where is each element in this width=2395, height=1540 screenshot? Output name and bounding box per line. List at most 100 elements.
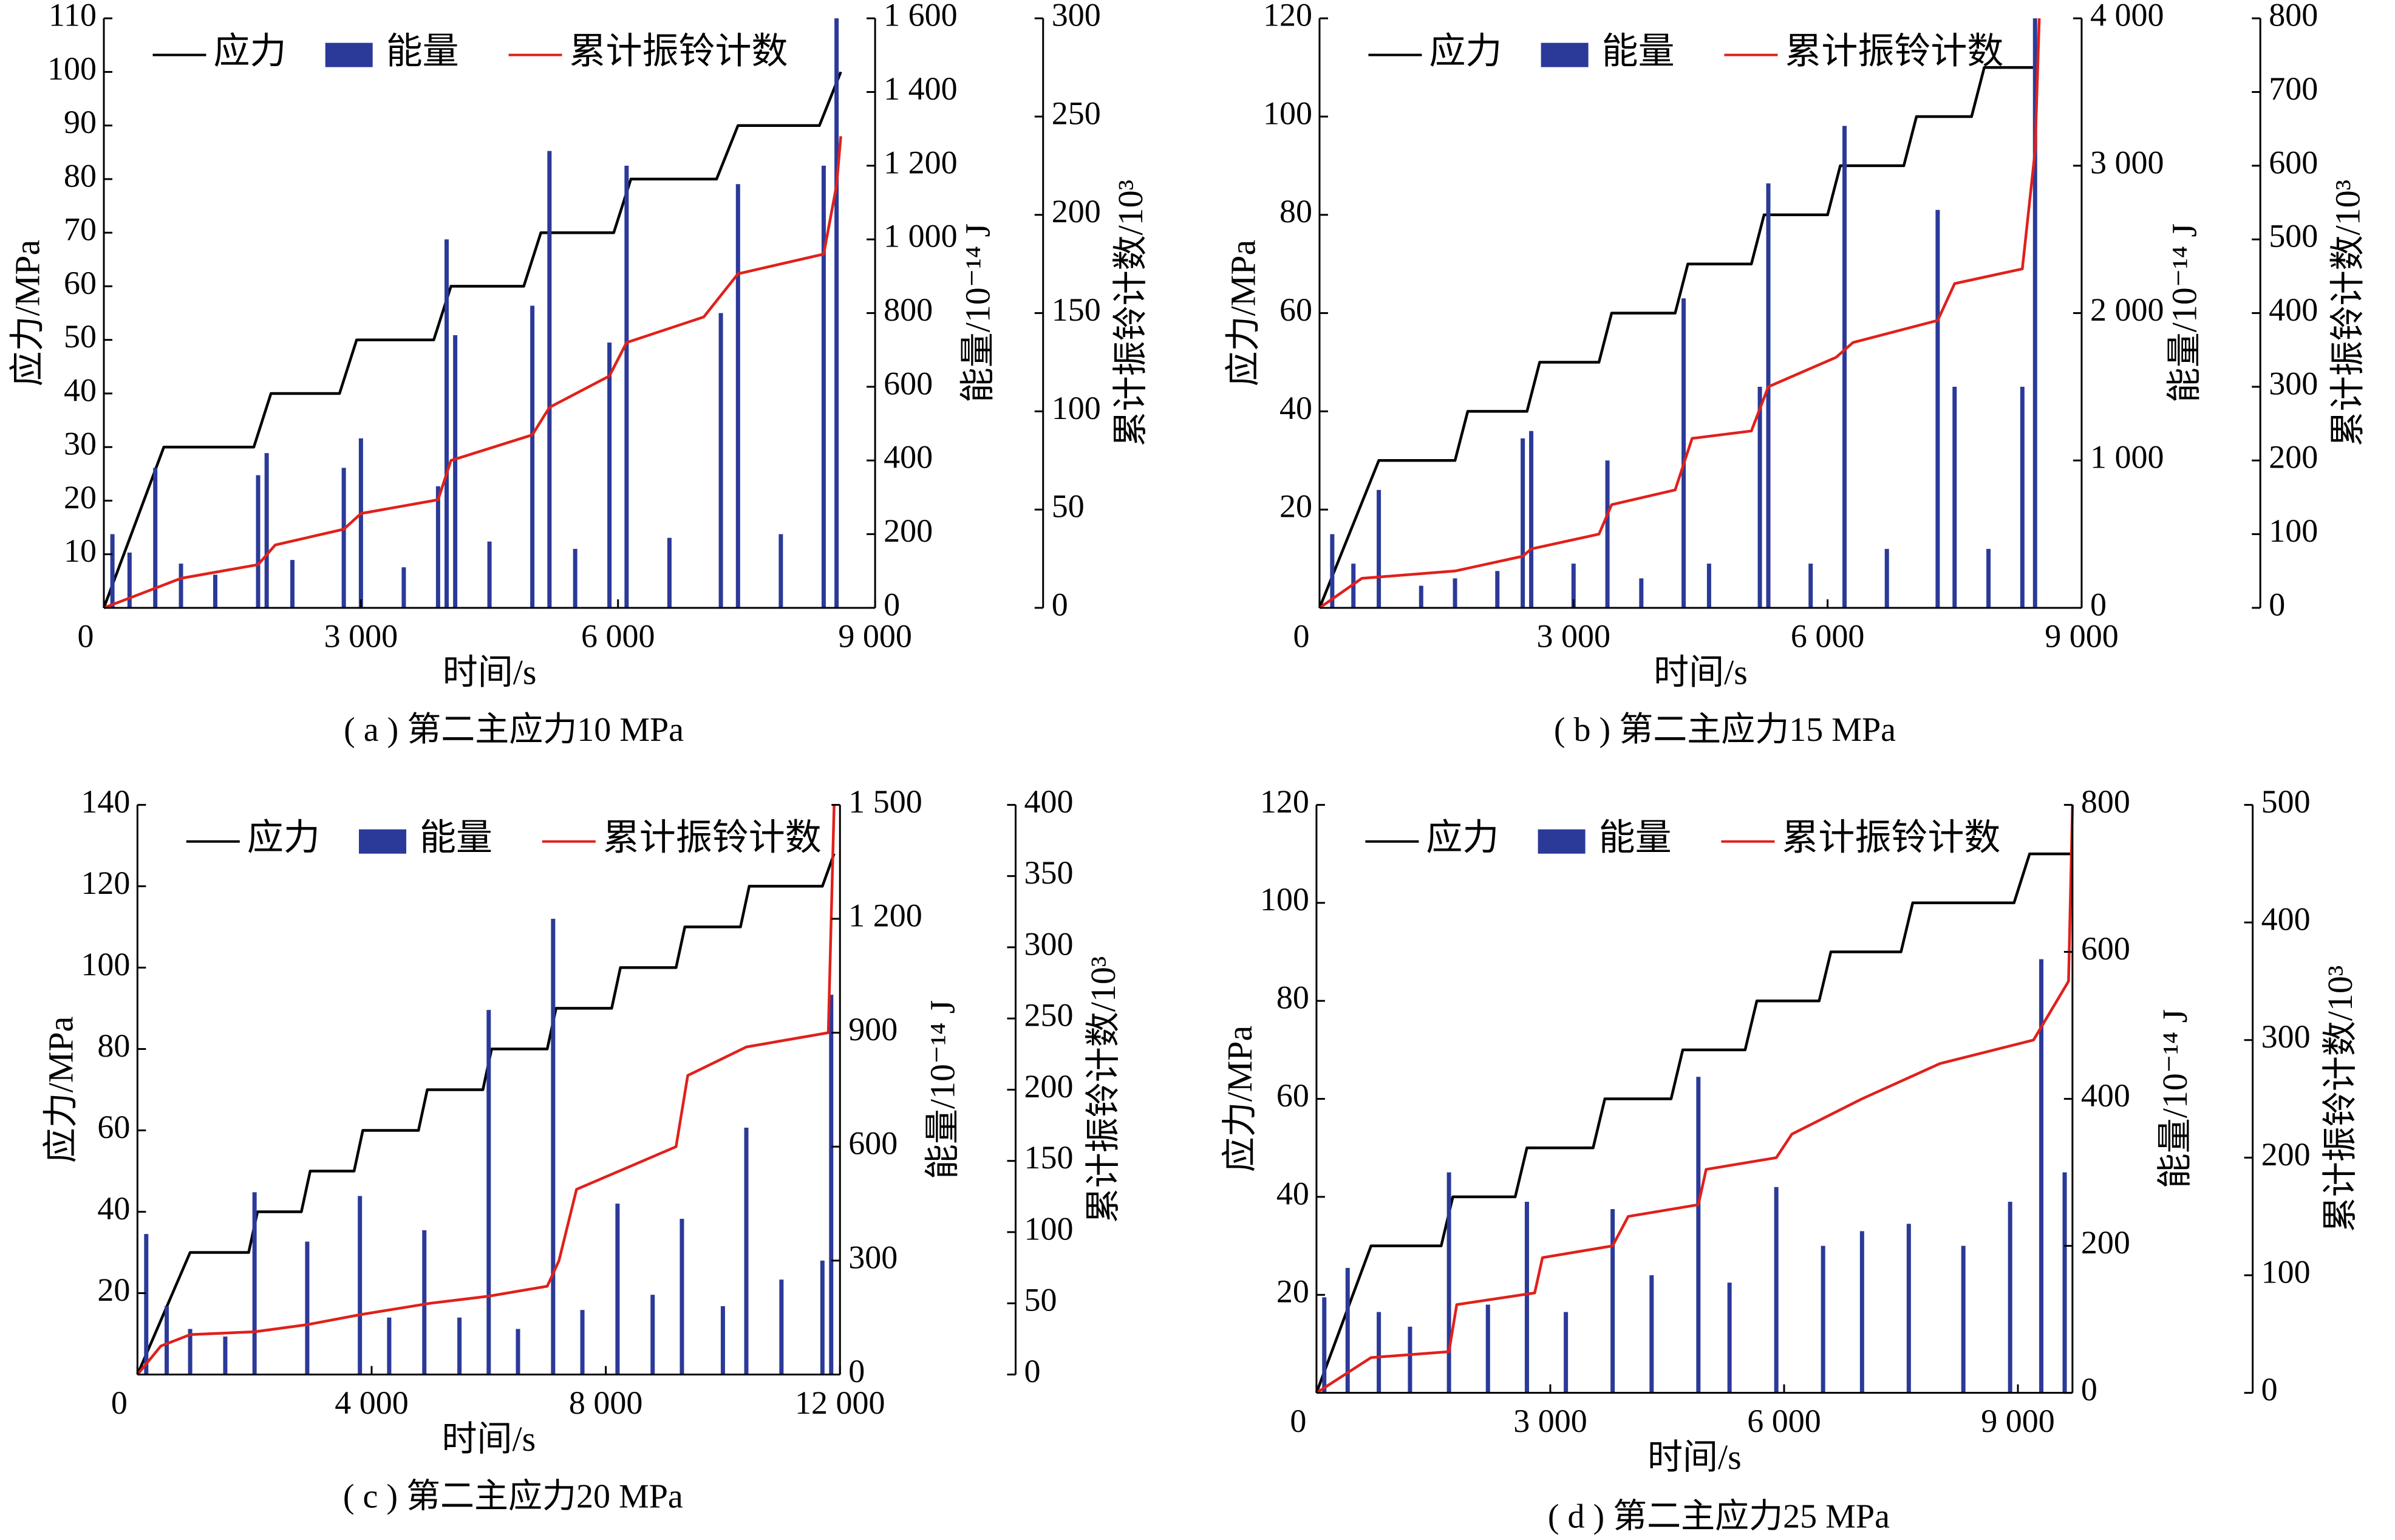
y3-tick-label: 100 [1052, 390, 1101, 426]
energy-bar [444, 239, 449, 608]
y3-tick-label: 200 [2269, 439, 2318, 475]
energy-bar [667, 537, 672, 608]
y3-tick-label: 200 [2261, 1136, 2311, 1173]
y2-tick-label: 600 [884, 365, 933, 401]
y2-axis-title: 能量/10⁻¹⁴ J [958, 223, 997, 403]
energy-bar [735, 184, 740, 608]
y3-tick-label: 400 [1024, 783, 1073, 820]
y3-tick-label: 100 [2269, 513, 2318, 549]
y3-axis-title: 累计振铃计数/10³ [1083, 956, 1123, 1224]
y2-tick-label: 300 [848, 1239, 898, 1275]
y-tick-label: 100 [1263, 95, 1312, 131]
y2-tick-label: 1 400 [884, 70, 958, 107]
energy-bar [1571, 564, 1576, 608]
y-tick-label: 20 [1279, 488, 1312, 525]
y-tick-label: 80 [97, 1027, 130, 1064]
energy-bar [1377, 489, 1381, 608]
count-line [1315, 805, 2074, 1394]
x-tick-label: 9 000 [838, 618, 912, 654]
energy-bar [778, 534, 783, 608]
energy-bar [744, 1127, 749, 1375]
y3-tick-label: 0 [1052, 586, 1068, 622]
x-tick-label: 6 000 [1791, 618, 1865, 654]
y-tick-label: 20 [64, 479, 97, 516]
legend-label: 能量 [1602, 31, 1675, 71]
energy-bar [1330, 534, 1335, 608]
energy-bar [165, 1306, 169, 1375]
energy-bar [264, 453, 269, 608]
energy-bar [530, 305, 535, 608]
energy-bar [387, 1317, 392, 1375]
energy-bar [144, 1234, 149, 1375]
y-tick-label: 100 [47, 50, 97, 87]
energy-bar [2032, 18, 2037, 608]
y-tick-label: 60 [1279, 291, 1312, 328]
y-tick-label: 120 [1260, 783, 1309, 820]
y-tick-label: 100 [81, 946, 130, 983]
y3-tick-label: 400 [2269, 291, 2318, 328]
y3-tick-label: 100 [1024, 1210, 1073, 1247]
energy-bar [179, 564, 183, 608]
energy-bar [1419, 585, 1423, 608]
legend-label: 应力 [1429, 31, 1502, 71]
legend-swatch [359, 829, 407, 854]
legend-swatch [325, 43, 373, 67]
energy-bar [486, 1010, 491, 1375]
x-tick-label: 9 000 [2045, 618, 2119, 654]
y3-tick-label: 300 [2261, 1018, 2311, 1055]
x-axis-title: 时间/s [441, 1419, 536, 1459]
energy-bar [2008, 1201, 2012, 1393]
y-tick-label: 80 [64, 157, 97, 194]
y-tick-label: 80 [1276, 980, 1309, 1016]
y-axis-title: 应力/MPa [1223, 240, 1262, 387]
y3-tick-label: 0 [2269, 586, 2285, 622]
energy-bar [110, 534, 115, 608]
energy-bar [252, 1192, 257, 1375]
energy-bar [1774, 1187, 1779, 1393]
energy-bar [1639, 578, 1644, 608]
energy-bar [1952, 386, 1957, 608]
y2-tick-label: 900 [848, 1011, 898, 1048]
y-tick-label: 20 [1276, 1273, 1309, 1310]
x-tick-label: 6 000 [581, 618, 655, 654]
energy-bar [457, 1317, 462, 1375]
energy-bar [1884, 548, 1889, 608]
legend-label: 能量 [386, 31, 459, 71]
y-tick-label: 40 [64, 372, 97, 408]
energy-bar [305, 1241, 310, 1375]
energy-bar [1696, 1077, 1701, 1393]
energy-bar [607, 342, 612, 608]
x-tick-label: 3 000 [1537, 618, 1611, 654]
x-tick-label: 4 000 [335, 1385, 409, 1421]
x-axis-title: 时间/s [1647, 1437, 1742, 1477]
y-tick-label: 90 [64, 104, 97, 140]
energy-bar [1521, 438, 1525, 608]
y3-tick-label: 350 [1024, 854, 1073, 891]
x-tick-label: 12 000 [795, 1385, 885, 1421]
energy-bar [624, 165, 629, 608]
y2-axis-title: 能量/10⁻¹⁴ J [2155, 1009, 2195, 1188]
y2-tick-label: 800 [2081, 783, 2130, 820]
x-tick-label: 3 000 [1513, 1403, 1587, 1439]
y-axis-title: 应力/MPa [7, 240, 47, 387]
y-tick-label: 60 [64, 265, 97, 301]
y-tick-label: 50 [64, 318, 97, 355]
energy-bar [2039, 959, 2044, 1393]
y-tick-label: 60 [97, 1109, 130, 1145]
caption: ( d ) 第二主应力25 MPa [1548, 1497, 1890, 1535]
y2-tick-label: 1 500 [848, 783, 922, 820]
y-tick-label: 40 [1276, 1175, 1309, 1211]
y2-tick-label: 1 000 [2090, 439, 2164, 475]
count-line [136, 805, 836, 1375]
legend-swatch [1541, 43, 1589, 67]
y3-tick-label: 500 [2261, 783, 2311, 820]
y-tick-label: 110 [49, 0, 97, 33]
energy-bar [1859, 1231, 1864, 1393]
y3-tick-label: 300 [1024, 925, 1073, 962]
legend-label: 应力 [1426, 818, 1499, 858]
energy-bar [615, 1204, 620, 1375]
energy-bar [1408, 1326, 1412, 1393]
energy-bar [127, 552, 132, 608]
y3-tick-label: 500 [2269, 218, 2318, 254]
